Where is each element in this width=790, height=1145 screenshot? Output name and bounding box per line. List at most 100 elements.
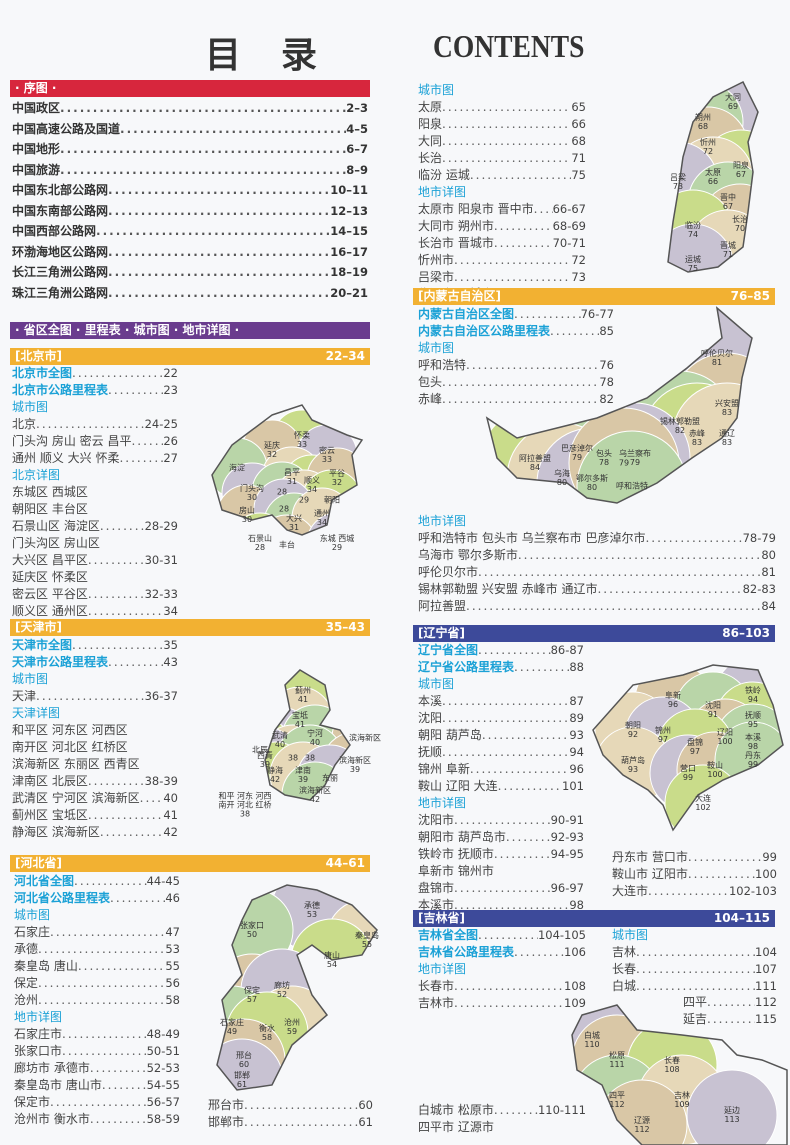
toc-entry[interactable]: 四平 112 [683, 994, 777, 1011]
toc-entry[interactable]: 密云区 平谷区 32-33 [12, 586, 178, 603]
toc-entry[interactable]: 河北省公路里程表 46 [14, 890, 180, 907]
toc-entry[interactable]: 长治市 晋城市 70-71 [418, 235, 586, 252]
toc-entry[interactable]: 长春市 108 [418, 978, 586, 995]
toc-entry[interactable]: 沧州市 衡水市 58-59 [14, 1111, 180, 1128]
toc-entry[interactable]: 天津市全图 35 [12, 637, 178, 654]
toc-entry[interactable]: 呼伦贝尔市 81 [418, 564, 776, 581]
toc-entry[interactable]: 武清区 宁河区 滨海新区 40 [12, 790, 178, 807]
toc-entry[interactable]: 东城区 西城区 [12, 484, 178, 501]
toc-entry[interactable]: 长江三角洲公路网 18–19 [12, 262, 368, 283]
toc-entry[interactable]: 临汾 运城 75 [418, 167, 586, 184]
toc-entry[interactable]: 长春 107 [612, 961, 777, 978]
toc-entry[interactable]: 阳泉 66 [418, 116, 586, 133]
toc-entry[interactable]: 吕梁市 73 [418, 269, 586, 286]
toc-entry[interactable]: 本溪 87 [418, 693, 584, 710]
toc-entry[interactable]: 抚顺 94 [418, 744, 584, 761]
toc-entry[interactable]: 鞍山 辽阳 大连 101 [418, 778, 584, 795]
toc-entry[interactable]: 吉林省全图 104-105 [418, 927, 586, 944]
toc-entry[interactable]: 盘锦市 96-97 [418, 880, 584, 897]
toc-entry[interactable]: 内蒙古自治区全图 76-77 [418, 306, 614, 323]
toc-entry[interactable]: 石家庄 47 [14, 924, 180, 941]
toc-entry[interactable]: 延庆区 怀柔区 [12, 569, 178, 586]
toc-entry[interactable]: 中国地形 6–7 [12, 139, 368, 160]
toc-entry[interactable]: 阜新市 锦州市 [418, 863, 584, 880]
toc-entry[interactable]: 珠江三角洲公路网 20–21 [12, 283, 368, 304]
toc-entry[interactable]: 内蒙古自治区公路里程表 85 [418, 323, 614, 340]
toc-entry[interactable]: 中国高速公路及国道 4–5 [12, 119, 368, 140]
toc-entry[interactable]: 乌海市 鄂尔多斯市 80 [418, 547, 776, 564]
toc-entry[interactable]: 津南区 北辰区 38-39 [12, 773, 178, 790]
toc-entry[interactable]: 包头 78 [418, 374, 614, 391]
toc-entry[interactable]: 顺义区 通州区 34 [12, 603, 178, 620]
toc-entry[interactable]: 北京 24-25 [12, 416, 178, 433]
toc-entry[interactable]: 朝阳区 丰台区 [12, 501, 178, 518]
toc-entry[interactable]: 阿拉善盟 84 [418, 598, 776, 615]
toc-entry[interactable]: 北京市全图 22 [12, 365, 178, 382]
toc-entry[interactable]: 忻州市 72 [418, 252, 586, 269]
toc-entry[interactable]: 通州 顺义 大兴 怀柔 27 [12, 450, 178, 467]
toc-entry[interactable]: 沈阳 89 [418, 710, 584, 727]
toc-entry[interactable]: 赤峰 82 [418, 391, 614, 408]
toc-entry[interactable]: 石景山区 海淀区 28-29 [12, 518, 178, 535]
toc-entry[interactable]: 大连市 102-103 [612, 883, 777, 900]
toc-entry[interactable]: 石家庄市 48-49 [14, 1026, 180, 1043]
toc-entry[interactable]: 锡林郭勒盟 兴安盟 赤峰市 通辽市 82-83 [418, 581, 776, 598]
toc-entry[interactable]: 和平区 河东区 河西区 [12, 722, 178, 739]
toc-entry[interactable]: 滨海新区 东丽区 西青区 [12, 756, 178, 773]
toc-entry[interactable]: 大同市 朔州市 68-69 [418, 218, 586, 235]
toc-entry[interactable]: 沈阳市 90-91 [418, 812, 584, 829]
toc-entry[interactable]: 四平市 辽源市 [418, 1119, 586, 1136]
toc-entry[interactable]: 太原 65 [418, 99, 586, 116]
toc-entry[interactable]: 门头沟 房山 密云 昌平 26 [12, 433, 178, 450]
dot-leader [102, 1077, 147, 1094]
toc-entry[interactable]: 廊坊市 承德市 52-53 [14, 1060, 180, 1077]
toc-entry[interactable]: 本溪市 98 [418, 897, 584, 914]
toc-entry[interactable]: 承德 53 [14, 941, 180, 958]
toc-entry[interactable]: 邯郸市 61 [208, 1114, 373, 1131]
toc-entry[interactable]: 中国东北部公路网 10–11 [12, 180, 368, 201]
toc-entry[interactable]: 河北省全图 44-45 [14, 873, 180, 890]
toc-entry[interactable]: 大同 68 [418, 133, 586, 150]
toc-entry[interactable]: 太原市 阳泉市 晋中市 66-67 [418, 201, 586, 218]
toc-entry[interactable]: 吉林市 109 [418, 995, 586, 1012]
toc-entry[interactable]: 北京市公路里程表 23 [12, 382, 178, 399]
toc-entry[interactable]: 秦皇岛市 唐山市 54-55 [14, 1077, 180, 1094]
toc-entry[interactable]: 中国西部公路网 14–15 [12, 221, 368, 242]
toc-entry[interactable]: 中国政区 2–3 [12, 98, 368, 119]
toc-entry[interactable]: 辽宁省公路里程表 88 [418, 659, 584, 676]
toc-entry[interactable]: 中国东南部公路网 12–13 [12, 201, 368, 222]
toc-entry[interactable]: 白城 111 [612, 978, 777, 995]
tianjin-header: [天津市] 35–43 [10, 619, 370, 636]
toc-entry[interactable]: 呼和浩特 76 [418, 357, 614, 374]
toc-entry[interactable]: 朝阳 葫芦岛 93 [418, 727, 584, 744]
toc-entry[interactable]: 天津 36-37 [12, 688, 178, 705]
toc-entry[interactable]: 南开区 河北区 红桥区 [12, 739, 178, 756]
beijing-map: 怀柔 33 延庆 32 密云 33 海淀 昌平 31 顺义 34 平谷 32 门头沟 30 28… [211, 404, 364, 552]
toc-entry[interactable]: 辽宁省全图 86-87 [418, 642, 584, 659]
toc-entry[interactable]: 鞍山市 辽阳市 100 [612, 866, 777, 883]
toc-entry[interactable]: 静海区 滨海新区 42 [12, 824, 178, 841]
toc-entry[interactable]: 天津市公路里程表 43 [12, 654, 178, 671]
toc-entry[interactable]: 大兴区 昌平区 30-31 [12, 552, 178, 569]
toc-entry[interactable]: 丹东市 营口市 99 [612, 849, 777, 866]
toc-entry[interactable]: 张家口市 50-51 [14, 1043, 180, 1060]
toc-entry[interactable]: 邢台市 60 [208, 1097, 373, 1114]
toc-entry[interactable]: 中国旅游 8–9 [12, 160, 368, 181]
toc-entry[interactable]: 保定市 56-57 [14, 1094, 180, 1111]
toc-entry[interactable]: 锦州 阜新 96 [418, 761, 584, 778]
toc-entry[interactable]: 保定 56 [14, 975, 180, 992]
toc-entry[interactable]: 蓟州区 宝坻区 41 [12, 807, 178, 824]
page-number: 35 [163, 638, 178, 652]
toc-entry[interactable]: 长治 71 [418, 150, 586, 167]
toc-entry[interactable]: 门头沟区 房山区 [12, 535, 178, 552]
toc-entry[interactable]: 延吉 115 [683, 1011, 777, 1028]
toc-entry[interactable]: 吉林 104 [612, 944, 777, 961]
toc-entry[interactable]: 铁岭市 抚顺市 94-95 [418, 846, 584, 863]
toc-entry[interactable]: 朝阳市 葫芦岛市 92-93 [418, 829, 584, 846]
toc-entry[interactable]: 白城市 松原市 110-111 [418, 1102, 586, 1119]
toc-entry[interactable]: 沧州 58 [14, 992, 180, 1009]
toc-entry[interactable]: 呼和浩特市 包头市 乌兰察布市 巴彦淖尔市 78-79 [418, 530, 776, 547]
toc-entry[interactable]: 吉林省公路里程表 106 [418, 944, 586, 961]
toc-entry[interactable]: 秦皇岛 唐山 55 [14, 958, 180, 975]
toc-entry[interactable]: 环渤海地区公路网 16–17 [12, 242, 368, 263]
